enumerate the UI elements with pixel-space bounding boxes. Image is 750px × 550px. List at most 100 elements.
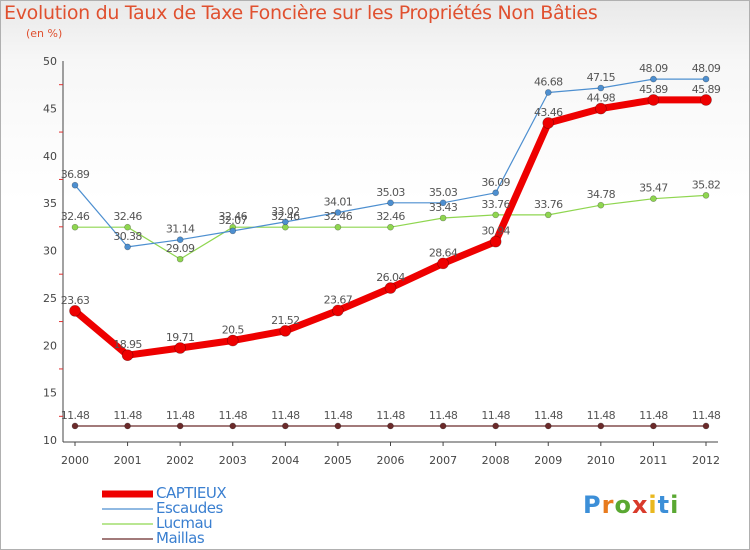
data-point-captieux <box>595 102 607 115</box>
y-tick-label: 30 <box>43 245 57 258</box>
data-label-captieux: 44.98 <box>587 92 616 105</box>
data-point-lucmau <box>544 211 552 219</box>
data-label-lucmau: 35.82 <box>692 178 721 191</box>
legend-label-maillas: Maillas <box>156 529 205 547</box>
data-label-lucmau: 34.78 <box>587 188 616 201</box>
data-point-escaudes <box>229 227 237 235</box>
x-tick-label: 2010 <box>587 454 615 467</box>
data-point-maillas <box>71 422 79 430</box>
x-tick-label: 2009 <box>534 454 562 467</box>
data-label-maillas: 11.48 <box>692 409 721 422</box>
x-tick-label: 2002 <box>166 454 194 467</box>
data-point-lucmau <box>334 223 342 231</box>
data-label-maillas: 11.48 <box>113 409 142 422</box>
data-label-escaudes: 35.03 <box>429 186 458 199</box>
y-tick-label: 35 <box>43 197 57 210</box>
data-label-escaudes: 48.09 <box>692 62 721 75</box>
data-label-captieux: 18.95 <box>113 338 142 351</box>
data-point-escaudes <box>492 189 499 197</box>
y-tick-label: 15 <box>43 387 57 400</box>
data-point-lucmau <box>492 211 499 219</box>
data-label-escaudes: 47.15 <box>587 71 616 84</box>
data-label-escaudes: 33.02 <box>271 205 300 218</box>
data-label-maillas: 11.48 <box>587 409 616 422</box>
data-label-captieux: 30.94 <box>481 225 510 238</box>
data-point-captieux <box>174 342 186 354</box>
data-label-captieux: 28.64 <box>429 246 458 259</box>
data-label-maillas: 11.48 <box>376 409 405 422</box>
data-point-maillas <box>334 422 342 430</box>
y-tick-label: 50 <box>43 55 57 68</box>
data-label-lucmau: 32.46 <box>61 210 90 223</box>
data-label-lucmau: 33.43 <box>429 201 458 214</box>
data-label-escaudes: 35.03 <box>376 186 405 199</box>
data-point-lucmau <box>439 214 447 222</box>
data-point-maillas <box>650 422 657 430</box>
data-point-lucmau <box>650 195 657 202</box>
y-tick-label: 20 <box>43 339 57 352</box>
data-label-captieux: 45.89 <box>692 83 721 96</box>
data-label-maillas: 11.48 <box>271 409 300 422</box>
data-point-maillas <box>544 422 552 430</box>
x-tick-label: 2005 <box>324 454 352 467</box>
x-tick-label: 2011 <box>639 454 667 467</box>
logo-letter: x <box>631 491 649 519</box>
data-label-maillas: 11.48 <box>429 409 458 422</box>
data-point-captieux <box>332 304 344 317</box>
y-tick-label: 25 <box>43 292 57 305</box>
chart-title: Evolution du Taux de Taxe Foncière sur l… <box>4 2 598 24</box>
data-point-captieux <box>384 282 397 294</box>
data-label-captieux: 23.63 <box>61 294 90 307</box>
data-point-maillas <box>176 422 184 430</box>
data-label-escaudes: 31.14 <box>166 223 195 236</box>
data-point-captieux <box>69 305 81 317</box>
data-point-escaudes <box>650 75 657 83</box>
data-point-escaudes <box>702 75 710 83</box>
data-label-maillas: 11.48 <box>481 409 510 422</box>
x-tick-label: 2001 <box>114 454 142 467</box>
data-label-lucmau: 32.46 <box>376 210 405 223</box>
data-label-lucmau: 32.46 <box>219 210 248 223</box>
data-point-escaudes <box>439 199 447 207</box>
data-point-maillas <box>702 422 710 430</box>
data-label-escaudes: 32.07 <box>219 214 248 227</box>
data-point-lucmau <box>124 223 131 231</box>
data-point-lucmau <box>597 201 605 209</box>
data-point-escaudes <box>124 243 131 251</box>
data-label-lucmau: 32.46 <box>271 210 300 223</box>
x-tick-label: 2007 <box>429 454 457 467</box>
data-point-maillas <box>282 422 289 430</box>
data-label-maillas: 11.48 <box>639 409 668 422</box>
legend-label-captieux: CAPTIEUX <box>156 484 227 502</box>
proxiti-logo: Proxiti <box>583 491 679 519</box>
data-point-lucmau <box>71 223 79 231</box>
y-tick-label: 10 <box>43 434 57 447</box>
data-point-captieux <box>437 257 449 270</box>
data-label-lucmau: 33.76 <box>481 198 510 211</box>
data-point-lucmau <box>702 192 710 199</box>
logo-letter: t <box>657 491 671 519</box>
x-tick-label: 2000 <box>61 454 89 467</box>
data-point-escaudes <box>176 236 184 243</box>
data-point-escaudes <box>71 181 79 189</box>
data-point-lucmau <box>176 255 184 263</box>
data-point-captieux <box>647 94 660 106</box>
data-label-escaudes: 30.38 <box>113 230 142 243</box>
x-tick-label: 2003 <box>219 454 247 467</box>
logo-letter: P <box>583 491 602 519</box>
data-point-lucmau <box>387 223 394 231</box>
data-point-escaudes <box>282 218 289 226</box>
data-point-maillas <box>387 422 394 430</box>
data-label-lucmau: 35.47 <box>639 182 668 195</box>
data-point-captieux <box>700 94 712 106</box>
data-label-captieux: 19.71 <box>166 331 195 344</box>
data-point-captieux <box>542 117 555 129</box>
data-label-maillas: 11.48 <box>61 409 90 422</box>
logo-letter: o <box>614 491 632 519</box>
data-point-captieux <box>226 334 239 347</box>
data-point-captieux <box>121 349 134 361</box>
data-point-escaudes <box>334 209 342 216</box>
data-point-captieux <box>489 235 502 248</box>
